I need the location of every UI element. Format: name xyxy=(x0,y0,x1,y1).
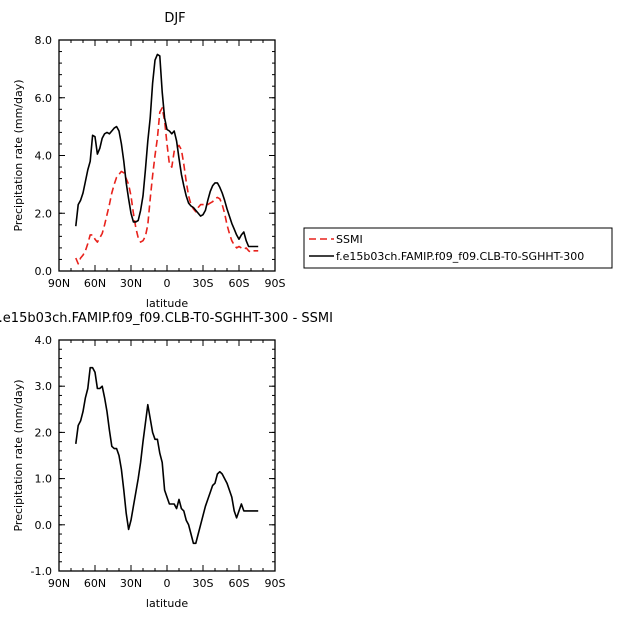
chart1-y-tick-label: 0.0 xyxy=(35,265,53,278)
chart1-x-tick-label: 60N xyxy=(84,277,106,290)
chart1-y-tick-label: 2.0 xyxy=(35,207,53,220)
chart2-y-tick-label: 0.0 xyxy=(35,519,53,532)
chart2-x-axis-label: latitude xyxy=(146,597,188,610)
legend-entry-model: f.e15b03ch.FAMIP.f09_f09.CLB-T0-SGHHT-30… xyxy=(336,250,584,263)
chart1-x-tick-label: 90S xyxy=(265,277,286,290)
chart1-y-tick-label: 6.0 xyxy=(35,92,53,105)
chart2-y-tick-label: 4.0 xyxy=(35,334,53,347)
chart2-y-tick-label: 2.0 xyxy=(35,426,53,439)
chart1-series-line-model xyxy=(75,53,259,248)
chart2-x-tick-label: 60S xyxy=(229,577,250,590)
chart1-y-tick-label: 4.0 xyxy=(35,150,53,163)
chart1-y-axis-label: Precipitation rate (mm/day) xyxy=(12,79,25,231)
chart1-x-tick-label: 90N xyxy=(48,277,70,290)
chart2-y-tick-label: 3.0 xyxy=(35,380,53,393)
chart1-x-tick-label: 60S xyxy=(229,277,250,290)
chart1-series-line-ssmi xyxy=(75,107,259,265)
chart1-x-tick-label: 30S xyxy=(193,277,214,290)
legend-box xyxy=(303,227,613,269)
chart2-x-tick-label: 90N xyxy=(48,577,70,590)
chart2-plot-frame xyxy=(58,339,276,572)
chart2-y-axis-label: Precipitation rate (mm/day) xyxy=(12,379,25,531)
chart2-title: f.e15b03ch.FAMIP.f09_f09.CLB-T0-SGHHT-30… xyxy=(0,311,333,326)
legend-entry-ssmi: SSMI xyxy=(336,233,363,246)
chart1-y-tick-label: 8.0 xyxy=(35,34,53,47)
chart2-series-line-model xyxy=(75,366,259,545)
chart2-x-tick-label: 90S xyxy=(265,577,286,590)
chart1-x-tick-label: 30N xyxy=(120,277,142,290)
chart1-x-tick-label: 0 xyxy=(164,277,171,290)
chart1-x-axis-label: latitude xyxy=(146,297,188,310)
chart2-y-tick-label: 1.0 xyxy=(35,473,53,486)
chart2-y-tick-label: -1.0 xyxy=(31,565,52,578)
chart2-x-tick-label: 30N xyxy=(120,577,142,590)
chart2-x-tick-label: 0 xyxy=(164,577,171,590)
chart2-x-tick-label: 60N xyxy=(84,577,106,590)
chart2-x-tick-label: 30S xyxy=(193,577,214,590)
chart1-title: DJF xyxy=(164,11,185,26)
